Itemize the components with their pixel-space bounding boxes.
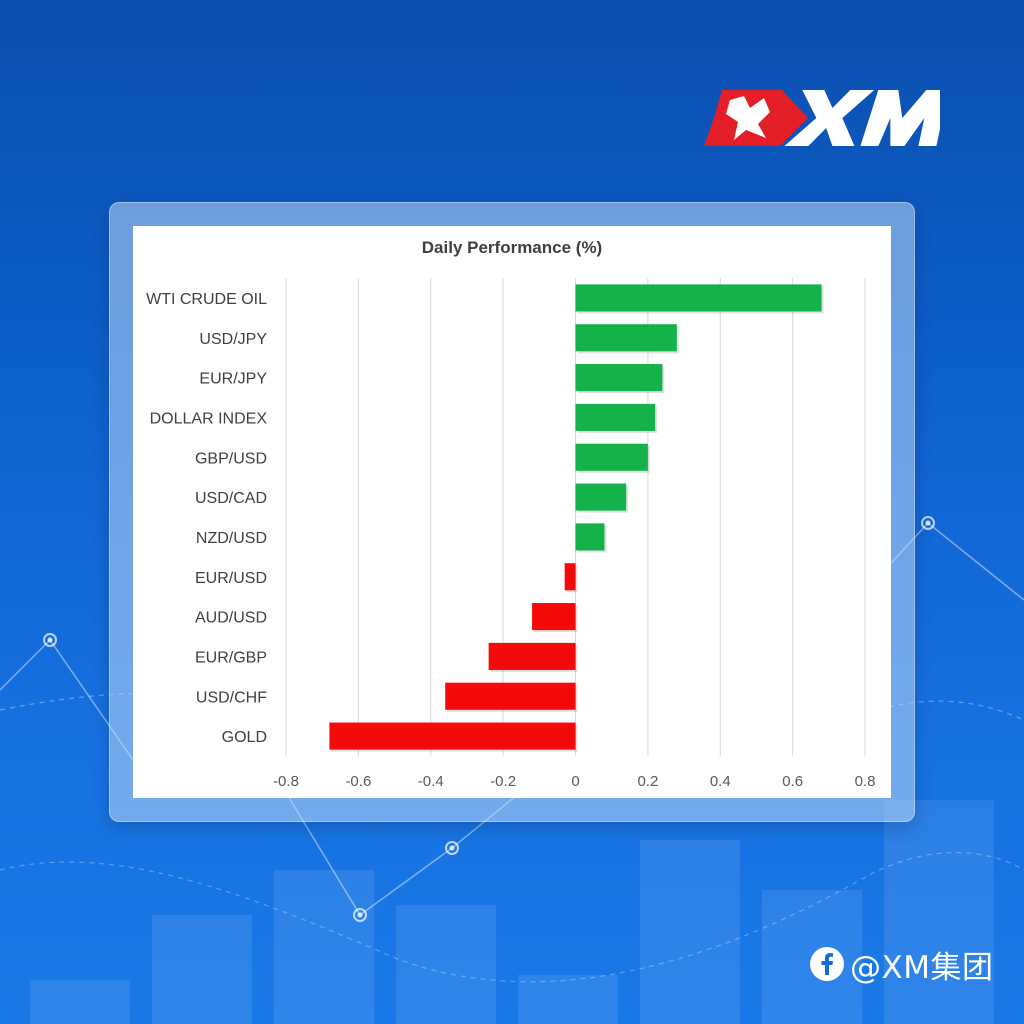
category-label: EUR/USD [195, 570, 267, 587]
x-tick-label: -0.2 [490, 773, 516, 790]
social-handle: @XM集团 [810, 942, 993, 986]
x-tick-label: 0 [571, 773, 579, 790]
bar [575, 364, 663, 392]
x-tick-label: -0.8 [273, 773, 299, 790]
facebook-icon [810, 947, 844, 981]
x-tick-label: 0.8 [855, 773, 876, 790]
x-tick-label: -0.6 [345, 773, 371, 790]
bar [564, 563, 576, 591]
social-handle-text: @XM集团 [850, 949, 994, 986]
category-label: GOLD [222, 729, 267, 746]
chart-panel: Daily Performance (%) -0.8 -0.6 -0.4 -0.2 0 0… [133, 226, 891, 798]
chart-title: Daily Performance (%) [421, 238, 603, 257]
bar-chart: -0.8 -0.6 -0.4 -0.2 0 0.2 0.4 0.6 0.8 WTI CRUDE O… [146, 278, 876, 790]
bar [488, 642, 576, 670]
x-tick-label: 0.6 [782, 773, 803, 790]
bar [532, 603, 576, 631]
bar [575, 523, 605, 551]
category-label: DOLLAR INDEX [150, 410, 268, 427]
category-label: NZD/USD [196, 530, 267, 547]
bar [445, 682, 576, 710]
category-label: USD/CAD [195, 490, 267, 507]
category-label: EUR/JPY [199, 371, 267, 388]
bar [575, 443, 648, 471]
x-tick-label: -0.4 [418, 773, 444, 790]
category-label: WTI CRUDE OIL [146, 291, 267, 308]
category-label: GBP/USD [195, 450, 267, 467]
category-label: AUD/USD [195, 610, 267, 627]
bar [575, 324, 677, 352]
bar [329, 722, 576, 750]
bar [575, 403, 656, 431]
brand-logo [704, 90, 940, 146]
bar [575, 284, 822, 312]
category-label: EUR/GBP [195, 649, 267, 666]
x-tick-label: 0.2 [637, 773, 658, 790]
category-label: USD/CHF [196, 689, 267, 706]
category-label: USD/JPY [199, 331, 267, 348]
bar [575, 483, 627, 511]
x-tick-label: 0.4 [710, 773, 731, 790]
